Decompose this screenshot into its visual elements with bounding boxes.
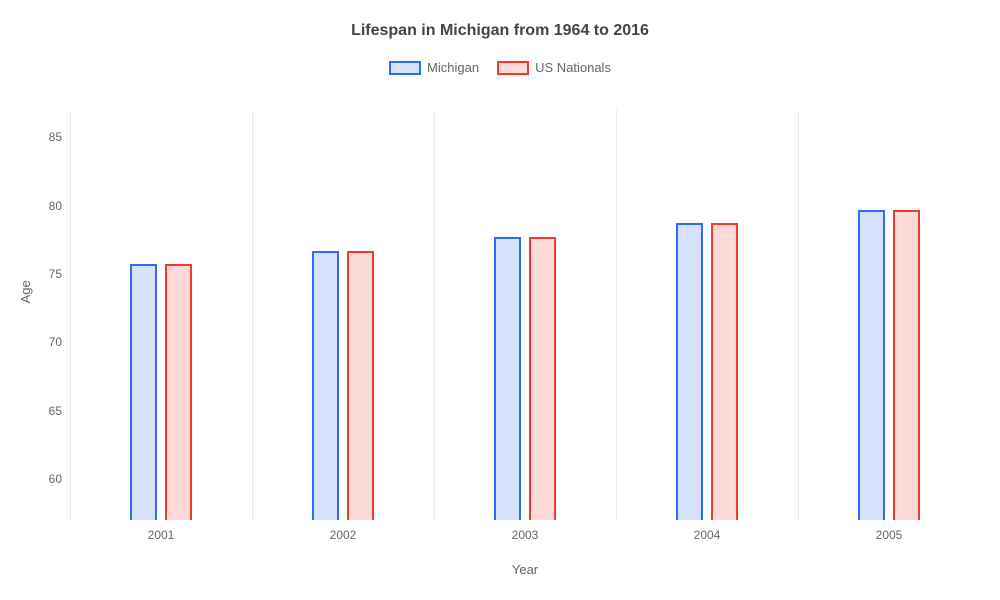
bar-us-nationals-2001 [165, 264, 192, 520]
legend: Michigan US Nationals [0, 60, 1000, 75]
bar-michigan-2002 [312, 251, 339, 520]
bar-michigan-2004 [676, 223, 703, 520]
x-tick-label: 2002 [330, 528, 357, 542]
x-axis-title: Year [512, 562, 538, 577]
gridline-vertical [70, 110, 71, 520]
y-tick-label: 80 [22, 199, 62, 213]
y-tick-label: 85 [22, 130, 62, 144]
bar-us-nationals-2002 [347, 251, 374, 520]
x-tick-label: 2004 [694, 528, 721, 542]
chart-title: Lifespan in Michigan from 1964 to 2016 [0, 0, 1000, 40]
gridline-vertical [252, 110, 253, 520]
legend-swatch-michigan [389, 61, 421, 75]
bar-us-nationals-2005 [893, 210, 920, 520]
bar-us-nationals-2003 [529, 237, 556, 520]
x-tick-label: 2005 [876, 528, 903, 542]
gridline-vertical [434, 110, 435, 520]
bar-michigan-2001 [130, 264, 157, 520]
y-axis-title: Age [18, 280, 33, 303]
x-tick-label: 2001 [148, 528, 175, 542]
bar-michigan-2003 [494, 237, 521, 520]
bar-us-nationals-2004 [711, 223, 738, 520]
y-tick-label: 65 [22, 404, 62, 418]
y-tick-label: 75 [22, 267, 62, 281]
gridline-vertical [616, 110, 617, 520]
y-tick-label: 60 [22, 472, 62, 486]
legend-label-usnationals: US Nationals [535, 60, 611, 75]
bar-michigan-2005 [858, 210, 885, 520]
legend-item-michigan: Michigan [389, 60, 479, 75]
y-tick-label: 70 [22, 335, 62, 349]
legend-item-usnationals: US Nationals [497, 60, 611, 75]
plot-area: Year 60657075808520012002200320042005 [70, 110, 980, 520]
legend-label-michigan: Michigan [427, 60, 479, 75]
gridline-vertical [798, 110, 799, 520]
legend-swatch-usnationals [497, 61, 529, 75]
x-tick-label: 2003 [512, 528, 539, 542]
